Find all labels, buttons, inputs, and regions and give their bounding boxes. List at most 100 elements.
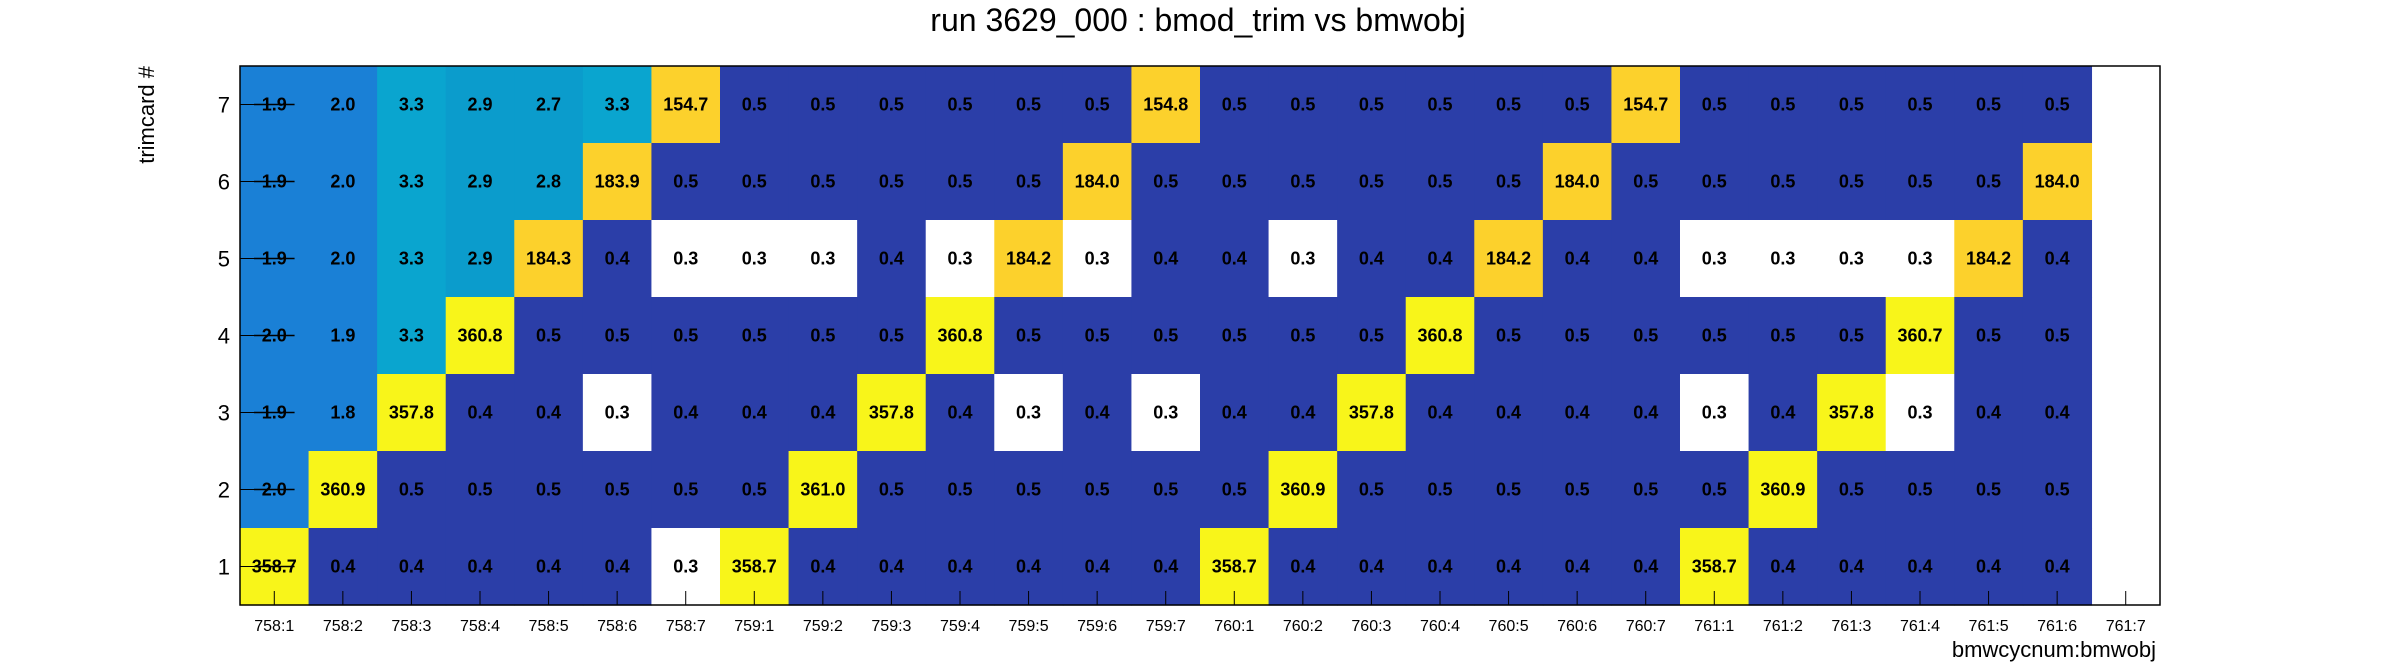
heatmap-cell [857, 143, 927, 221]
cell-value-label: 357.8 [869, 403, 914, 423]
heatmap-cell [2022, 374, 2093, 452]
x-tick-label: 759:6 [1077, 618, 1117, 635]
heatmap-cell [2022, 220, 2093, 298]
heatmap-cell-labels: 1.9 2.0 3.3 2.9 2.7 3.3 154.7 0.5 0.5 0.5 0.5 0.5 0.… [252, 95, 2080, 577]
heatmap-cell [788, 374, 858, 452]
x-tick-label: 759:5 [1009, 618, 1049, 635]
cell-value-label: 0.5 [1153, 326, 1178, 346]
cell-value-label: 0.5 [947, 172, 972, 192]
cell-value-label: 0.4 [1085, 557, 1110, 577]
cell-value-label: 154.7 [1623, 95, 1668, 115]
y-axis-ticks: 1 2 3 4 5 6 7 [218, 93, 262, 580]
cell-value-label: 0.4 [810, 403, 835, 423]
cell-value-label: 0.5 [1839, 326, 1864, 346]
x-tick-label: 761:3 [1831, 618, 1871, 635]
heatmap-cell [857, 374, 927, 452]
cell-value-label: 0.5 [1702, 326, 1727, 346]
cell-value-label: 2.0 [330, 249, 355, 269]
cell-value-label: 0.5 [1770, 326, 1795, 346]
cell-value-label: 0.5 [605, 326, 630, 346]
cell-value-label: 0.4 [1633, 249, 1658, 269]
cell-value-label: 0.5 [1702, 172, 1727, 192]
heatmap-cell [445, 297, 515, 375]
heatmap-cell [1885, 66, 1955, 144]
y-tick-label: 3 [218, 401, 230, 426]
x-tick-label: 759:7 [1146, 618, 1186, 635]
cell-value-label: 0.4 [1839, 557, 1864, 577]
cell-value-label: 0.5 [673, 172, 698, 192]
heatmap-cell [720, 143, 790, 221]
cell-value-label: 0.5 [1633, 326, 1658, 346]
heatmap-cell [857, 297, 927, 375]
heatmap-cell [1954, 374, 2024, 452]
x-tick-label: 761:2 [1763, 618, 1803, 635]
cell-value-label: 0.4 [1085, 403, 1110, 423]
cell-value-label: 0.5 [1907, 480, 1932, 500]
heatmap-cell [1268, 297, 1338, 375]
cell-value-label: 0.5 [1976, 95, 2001, 115]
cell-value-label: 0.5 [1976, 480, 2001, 500]
cell-value-label: 0.4 [1496, 557, 1521, 577]
cell-value-label: 0.4 [1633, 403, 1658, 423]
heatmap-cell [582, 143, 653, 221]
heatmap-cell [1680, 297, 1750, 375]
x-tick-label: 761:4 [1900, 618, 1940, 635]
cell-value-label: 0.4 [2045, 249, 2070, 269]
cell-value-label: 184.0 [1075, 172, 1120, 192]
cell-value-label: 0.5 [673, 480, 698, 500]
y-tick-label: 2 [218, 478, 230, 503]
heatmap-cell [1885, 220, 1955, 298]
heatmap-cell [788, 220, 858, 298]
heatmap-cell [1748, 374, 1818, 452]
heatmap-cell [1611, 451, 1681, 529]
heatmap-cell [1131, 297, 1201, 375]
cell-value-label: 154.7 [663, 95, 708, 115]
cell-value-label: 184.0 [1555, 172, 1600, 192]
cell-value-label: 0.4 [1907, 557, 1932, 577]
heatmap-cell [1200, 297, 1270, 375]
cell-value-label: 183.9 [595, 172, 640, 192]
heatmap-cell [1268, 143, 1338, 221]
cell-value-label: 0.4 [947, 557, 972, 577]
cell-value-label: 0.5 [1976, 172, 2001, 192]
heatmap-cell [582, 297, 653, 375]
cell-value-label: 0.4 [1496, 403, 1521, 423]
heatmap-cell [720, 220, 790, 298]
cell-value-label: 0.5 [1016, 95, 1041, 115]
x-tick-label: 758:1 [254, 618, 294, 635]
cell-value-label: 0.5 [673, 326, 698, 346]
heatmap-cell [1474, 297, 1544, 375]
heatmap-cell [2022, 143, 2093, 221]
x-tick-label: 760:6 [1557, 618, 1597, 635]
cell-value-label: 3.3 [399, 249, 424, 269]
cell-value-label: 2.9 [467, 249, 492, 269]
cell-value-label: 360.9 [320, 480, 365, 500]
cell-value-label: 0.4 [1222, 249, 1247, 269]
cell-value-label: 0.4 [399, 557, 424, 577]
cell-value-label: 0.5 [1907, 95, 1932, 115]
heatmap-cell [1542, 297, 1613, 375]
cell-value-label: 0.4 [1633, 557, 1658, 577]
cell-value-label: 0.5 [1016, 172, 1041, 192]
cell-value-label: 0.4 [536, 557, 561, 577]
heatmap-cell [514, 66, 584, 144]
heatmap-cell [651, 143, 721, 221]
cell-value-label: 0.4 [1427, 403, 1452, 423]
heatmap-cell [1817, 143, 1887, 221]
cell-value-label: 0.4 [879, 249, 904, 269]
x-tick-label: 758:7 [666, 618, 706, 635]
heatmap-cell [445, 143, 515, 221]
heatmap-cell [1954, 220, 2024, 298]
cell-value-label: 0.5 [1496, 480, 1521, 500]
heatmap-cell [1611, 66, 1681, 144]
heatmap-cell [1748, 220, 1818, 298]
heatmap-cell [857, 220, 927, 298]
heatmap-cell [1474, 220, 1544, 298]
heatmap-cell [651, 451, 721, 529]
heatmap-cell [1611, 220, 1681, 298]
cell-value-label: 2.0 [330, 95, 355, 115]
cell-value-label: 0.3 [947, 249, 972, 269]
x-tick-label: 759:1 [734, 618, 774, 635]
heatmap-cell [651, 66, 721, 144]
cell-value-label: 0.5 [879, 480, 904, 500]
